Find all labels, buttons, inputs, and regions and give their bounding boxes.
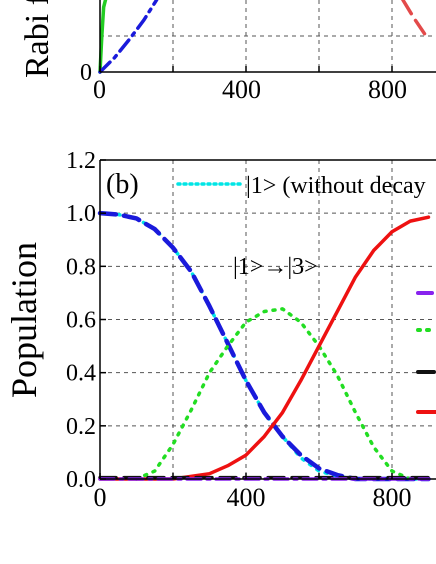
bottom-y-tick-label: 0.4 [66, 361, 96, 387]
bottom-y-axis-label: Population [4, 242, 44, 398]
bottom-grid [100, 160, 436, 479]
top-x-tick-400: 400 [222, 75, 261, 104]
top-y-axis-label: Rabi f [19, 0, 56, 78]
bottom-y-tick-label: 0.8 [66, 254, 96, 280]
bottom-y-tick-label: 1.2 [66, 148, 96, 174]
legend-swatches [416, 291, 436, 414]
legend-label-without-decay: |1> (without decay [246, 173, 426, 199]
top-x-tick-0: 0 [93, 75, 106, 104]
annotation-transition: |1>→|3> [233, 254, 318, 280]
bottom-series-line-2 [134, 307, 412, 481]
bottom-y-tick-labels: 0.0 0.2 0.4 0.6 0.8 1.0 1.2 [66, 148, 96, 493]
bottom-x-tick-label: 800 [373, 483, 412, 512]
bottom-y-tick-label: 0.0 [66, 467, 96, 493]
top-ticks [99, 66, 393, 72]
bottom-series-line-3 [98, 215, 431, 481]
bottom-x-tick-label: 400 [227, 483, 266, 512]
bottom-x-tick-labels: 0 400 800 [94, 483, 412, 512]
panel-label-b: (b) [106, 169, 139, 200]
top-panel: Rabi f 0 0 400 800 [19, 0, 436, 104]
top-y-tick-0: 0 [80, 60, 92, 86]
top-series-line-2 [401, 0, 431, 42]
bottom-y-tick-label: 0.2 [66, 414, 96, 440]
bottom-ticks [99, 159, 393, 480]
bottom-x-tick-label: 0 [94, 483, 107, 512]
top-series-line-0 [98, 0, 108, 74]
top-series-layer [98, 0, 431, 74]
top-x-tick-800: 800 [368, 75, 407, 104]
bottom-y-tick-label: 0.6 [66, 308, 96, 334]
bottom-y-tick-label: 1.0 [66, 201, 96, 227]
top-series-line-1 [98, 0, 159, 74]
top-grid [100, 0, 436, 72]
bottom-panel: Population 0.0 0.2 0.4 0.6 0.8 1.0 1.2 0 400 800… [4, 148, 436, 512]
